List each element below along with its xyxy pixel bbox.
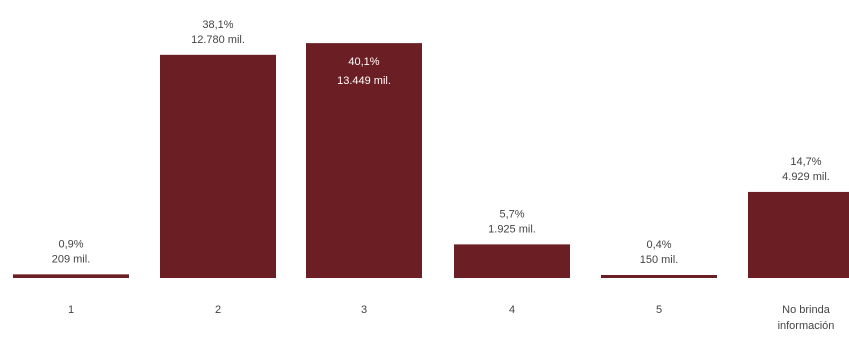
ticks-layer: 1 2 3 4 5 No brinda información xyxy=(68,304,834,332)
bar-6 xyxy=(748,191,849,278)
bar-4 xyxy=(454,244,570,278)
category-label-6-line-2: información xyxy=(778,320,835,332)
labels-layer: 0,9% 209 mil. 38,1% 12.780 mil. 40,1% 13.449 … xyxy=(52,19,830,266)
category-label-4: 4 xyxy=(509,304,515,316)
percent-label-4: 5,7% xyxy=(499,208,524,220)
bar-3 xyxy=(306,43,422,278)
percent-label-1: 0,9% xyxy=(58,238,83,250)
bars-layer xyxy=(13,43,849,278)
value-label-4: 1.925 mil. xyxy=(488,223,536,235)
category-label-3: 3 xyxy=(361,304,367,316)
bar-1 xyxy=(13,274,129,278)
percent-label-6: 14,7% xyxy=(790,156,821,168)
bar-5 xyxy=(601,275,717,278)
bar-2 xyxy=(160,54,276,278)
value-label-3: 13.449 mil. xyxy=(337,75,391,87)
category-label-5: 5 xyxy=(656,304,662,316)
category-label-6-line-1: No brinda xyxy=(782,304,831,316)
value-label-2: 12.780 mil. xyxy=(191,34,245,46)
percent-label-5: 0,4% xyxy=(646,239,671,251)
category-label-1: 1 xyxy=(68,304,74,316)
value-label-6: 4.929 mil. xyxy=(782,171,830,183)
category-label-2: 2 xyxy=(215,304,221,316)
percent-label-3: 40,1% xyxy=(348,56,379,68)
value-label-1: 209 mil. xyxy=(52,253,91,265)
value-label-5: 150 mil. xyxy=(640,254,679,266)
percent-label-2: 38,1% xyxy=(202,19,233,31)
